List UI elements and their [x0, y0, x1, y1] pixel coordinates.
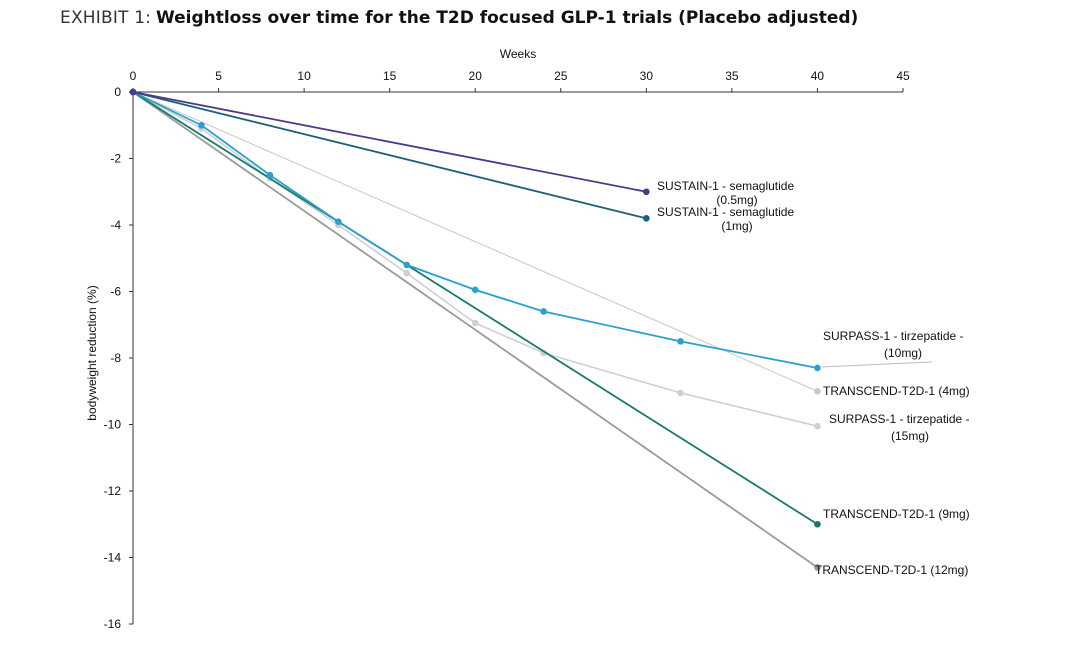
series-line [132, 91, 647, 220]
x-tick-label: 20 [469, 69, 483, 83]
y-tick-label: -4 [110, 218, 121, 232]
data-point [540, 308, 547, 315]
y-tick-label: -10 [104, 418, 122, 432]
data-point [403, 261, 411, 269]
x-tick-label: 25 [554, 69, 568, 83]
data-point [677, 338, 684, 345]
y-tick-label: -12 [104, 484, 122, 498]
data-point [471, 319, 479, 327]
data-point [814, 387, 821, 395]
series-line [132, 91, 818, 392]
series-label: (0.5mg) [716, 193, 757, 207]
series-line [132, 91, 818, 569]
y-axis-label: bodyweight reduction (%) [85, 285, 99, 420]
x-tick-label: 0 [130, 69, 137, 83]
x-tick-label: 45 [896, 69, 910, 83]
data-point [643, 188, 650, 196]
series-label: TRANSCEND-T2D-1 (4mg) [823, 384, 970, 398]
y-tick-label: -6 [110, 285, 121, 299]
series-label: SURPASS-1 - tirzepatide - [823, 329, 964, 343]
data-point [266, 171, 274, 179]
data-point [403, 269, 411, 277]
series-label: SUSTAIN-1 - semaglutide [657, 179, 794, 193]
y-tick-label: -8 [110, 351, 121, 365]
data-point [677, 389, 684, 397]
x-axis-label: Weeks [500, 47, 536, 61]
y-tick-label: 0 [114, 85, 121, 99]
x-tick-label: 10 [297, 69, 311, 83]
series-label: SURPASS-1 - tirzepatide - [829, 412, 970, 426]
x-tick-label: 30 [640, 69, 654, 83]
exhibit-prefix: EXHIBIT 1: [60, 8, 152, 28]
series-label: TRANSCEND-T2D-1 (9mg) [823, 507, 970, 521]
series-line [132, 91, 818, 369]
series-label: (10mg) [884, 346, 922, 360]
data-point [198, 121, 205, 129]
y-tick-label: -14 [104, 551, 122, 565]
series-line [132, 91, 818, 427]
data-point [335, 218, 342, 225]
data-point [814, 422, 821, 430]
series-line [132, 91, 818, 526]
x-tick-label: 35 [725, 69, 739, 83]
series-label: (15mg) [891, 429, 929, 443]
x-tick-label: 5 [215, 69, 222, 83]
series-label: (1mg) [721, 219, 752, 233]
series-line [132, 91, 647, 193]
data-point [643, 215, 650, 222]
data-point [129, 88, 137, 96]
series-label: TRANSCEND-T2D-1 (12mg) [815, 563, 968, 577]
y-tick-label: -16 [104, 617, 122, 631]
x-tick-label: 15 [383, 69, 397, 83]
series-label: SUSTAIN-1 - semaglutide [657, 205, 794, 219]
y-tick-label: -2 [110, 152, 121, 166]
data-point [814, 520, 821, 528]
chart-title: Weightloss over time for the T2D focused… [155, 8, 859, 28]
data-point [471, 286, 479, 294]
exhibit-header: EXHIBIT 1: Weightloss over time for the … [60, 8, 858, 28]
data-point [814, 564, 821, 571]
label-leader-line [821, 361, 933, 368]
x-tick-label: 40 [811, 69, 825, 83]
data-point [814, 364, 821, 372]
